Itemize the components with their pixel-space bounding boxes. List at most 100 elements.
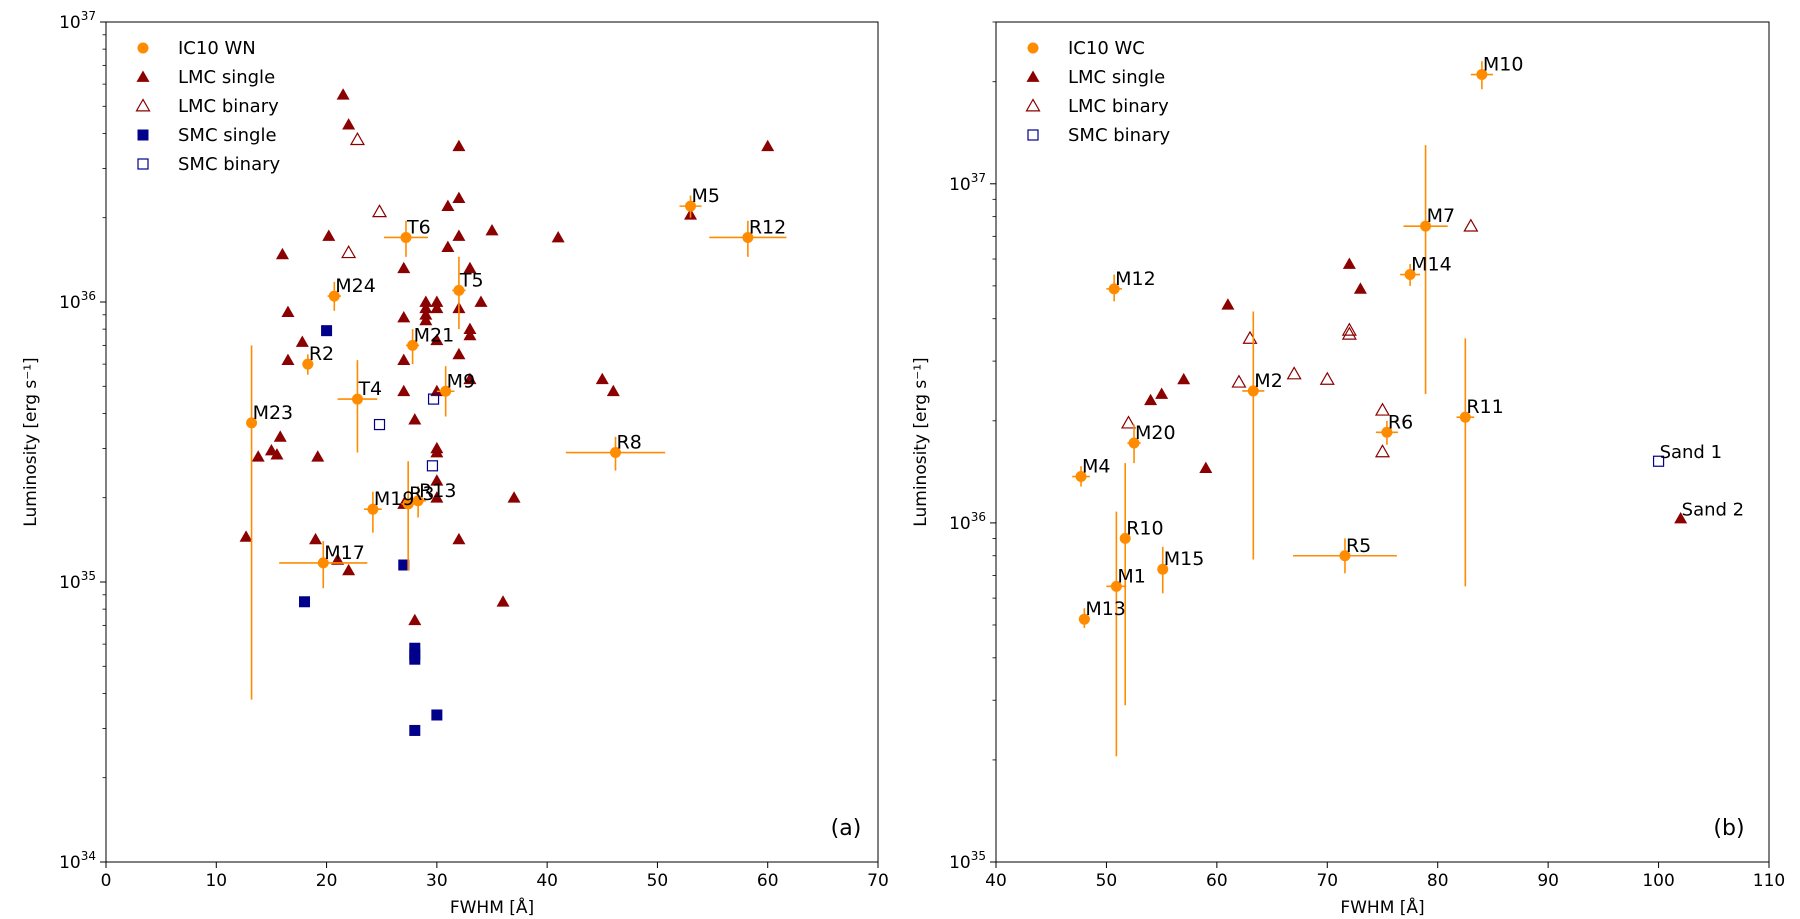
legend-label: LMC single (1068, 67, 1165, 88)
legend-label: IC10 WN (178, 38, 256, 59)
y-tick-label: 1037 (949, 171, 986, 195)
lmc-single-point (408, 413, 421, 424)
x-tick-label: 110 (1753, 871, 1785, 891)
legend-marker-triangle (1027, 71, 1040, 82)
ic10-point-label: M13 (1085, 598, 1126, 620)
ic10-point-label: M19 (374, 488, 415, 510)
lmc-single-point (452, 192, 465, 203)
panel-label: (a) (831, 816, 862, 841)
y-tick-exponent: 37 (971, 171, 986, 185)
y-tick-mantissa: 10 (949, 514, 971, 534)
y-tick-mantissa: 10 (949, 175, 971, 195)
ic10-point-label: M12 (1115, 268, 1156, 290)
lmc-single-point (240, 530, 253, 541)
lmc-single-point (276, 248, 289, 259)
lmc-single-point (761, 140, 774, 151)
lmc-single-point (430, 302, 443, 313)
x-tick-label: 0 (101, 871, 112, 891)
y-tick-exponent: 35 (971, 849, 986, 863)
ic10-point-label: M2 (1254, 370, 1282, 392)
ic10-point-label: M4 (1082, 456, 1110, 478)
legend-label: IC10 WC (1068, 38, 1145, 59)
ic10-point-label: M20 (1135, 422, 1176, 444)
lmc-single-point (281, 306, 294, 317)
smc-single-point (321, 325, 332, 336)
lmc-single-point (309, 533, 322, 544)
lmc-single-point (397, 354, 410, 365)
ic10-point-label: M9 (447, 370, 475, 392)
legend: IC10 WCLMC singleLMC binarySMC binary (1027, 38, 1171, 146)
lmc-single-point (342, 564, 355, 575)
y-axis-label: Luminosity [erg s⁻¹] (911, 357, 931, 526)
smc-single-point (431, 709, 442, 720)
lmc-single-point (1354, 282, 1367, 293)
ic10-point-label: M24 (335, 275, 376, 297)
x-tick-label: 50 (647, 871, 669, 891)
ic10-point-label: M15 (1164, 548, 1205, 570)
smc-single-point (409, 654, 420, 665)
ic10-point-label: R6 (1388, 411, 1413, 433)
lmc-single-point (1155, 387, 1168, 398)
legend-marker-circle (138, 43, 149, 54)
ic10-point-label: R12 (749, 216, 786, 238)
lmc-single-point (337, 88, 350, 99)
y-tick-exponent: 37 (81, 9, 96, 23)
lmc-single-point (408, 614, 421, 625)
x-tick-label: 60 (757, 871, 779, 891)
x-tick-label: 70 (867, 871, 889, 891)
lmc-single-point (1144, 394, 1157, 405)
smc-single-point (299, 596, 310, 607)
ic10-point-label: M10 (1483, 54, 1524, 76)
lmc-single-point (441, 241, 454, 252)
x-tick-label: 100 (1642, 871, 1674, 891)
lmc-single-point (596, 373, 609, 384)
lmc-single-point (311, 450, 324, 461)
x-tick-label: 80 (1427, 871, 1449, 891)
y-tick-mantissa: 10 (949, 853, 971, 873)
y-tick-label: 1036 (949, 510, 986, 534)
y-tick-label: 1035 (949, 849, 986, 873)
ic10-point-label: T5 (459, 269, 484, 291)
panel-a: 0 10 20 30 40 50 60 701034103510361037FWHM [Å]L… (21, 9, 889, 918)
x-axis-label: FWHM [Å] (1340, 896, 1424, 918)
plot-frame (106, 22, 878, 862)
figure: 0 10 20 30 40 50 60 701034103510361037FWHM [Å]L… (0, 0, 1800, 919)
lmc-single-point (463, 329, 476, 340)
y-tick-mantissa: 10 (59, 13, 81, 33)
legend-label: SMC binary (1068, 125, 1171, 146)
smc-single-point (409, 725, 420, 736)
ic10-point-label: M21 (414, 324, 455, 346)
lmc-binary-point (373, 205, 386, 216)
lmc-binary-point (1122, 417, 1135, 428)
ic10-point-label: R2 (309, 343, 334, 365)
smc-binary-point (375, 420, 385, 430)
lmc-binary-point (1288, 367, 1301, 378)
lmc-binary-point (351, 133, 364, 144)
y-tick-mantissa: 10 (59, 853, 81, 873)
x-tick-label: 40 (985, 871, 1007, 891)
lmc-single-point (508, 491, 521, 502)
y-tick-label: 1037 (59, 9, 96, 33)
lmc-single-point (1177, 373, 1190, 384)
ic10-point-label: M1 (1117, 565, 1145, 587)
legend-label: LMC binary (178, 96, 279, 117)
x-tick-label: 20 (316, 871, 338, 891)
panel-b: 40 50 60 70 80 90 100 110103510361037FWHM [Å]Lu… (911, 22, 1785, 918)
lmc-binary-point (1343, 324, 1356, 335)
ic10-point-label: R8 (617, 432, 642, 454)
y-tick-exponent: 34 (81, 849, 96, 863)
legend-label: LMC single (178, 67, 275, 88)
ic10-point-label: M7 (1427, 205, 1455, 227)
y-tick-label: 1036 (59, 289, 96, 313)
lmc-single-point (552, 231, 565, 242)
lmc-binary-point (1464, 220, 1477, 231)
x-tick-label: 30 (426, 871, 448, 891)
lmc-binary-point (1343, 328, 1356, 339)
ic10-point-label: M5 (692, 185, 720, 207)
lmc-single-point (1221, 298, 1234, 309)
lmc-binary-point (342, 246, 355, 257)
legend-marker-square-open (1028, 130, 1038, 140)
legend-marker-triangle (137, 71, 150, 82)
lmc-binary-point (1232, 376, 1245, 387)
legend: IC10 WN LMC single LMC binary SMC single SMC… (137, 38, 281, 175)
